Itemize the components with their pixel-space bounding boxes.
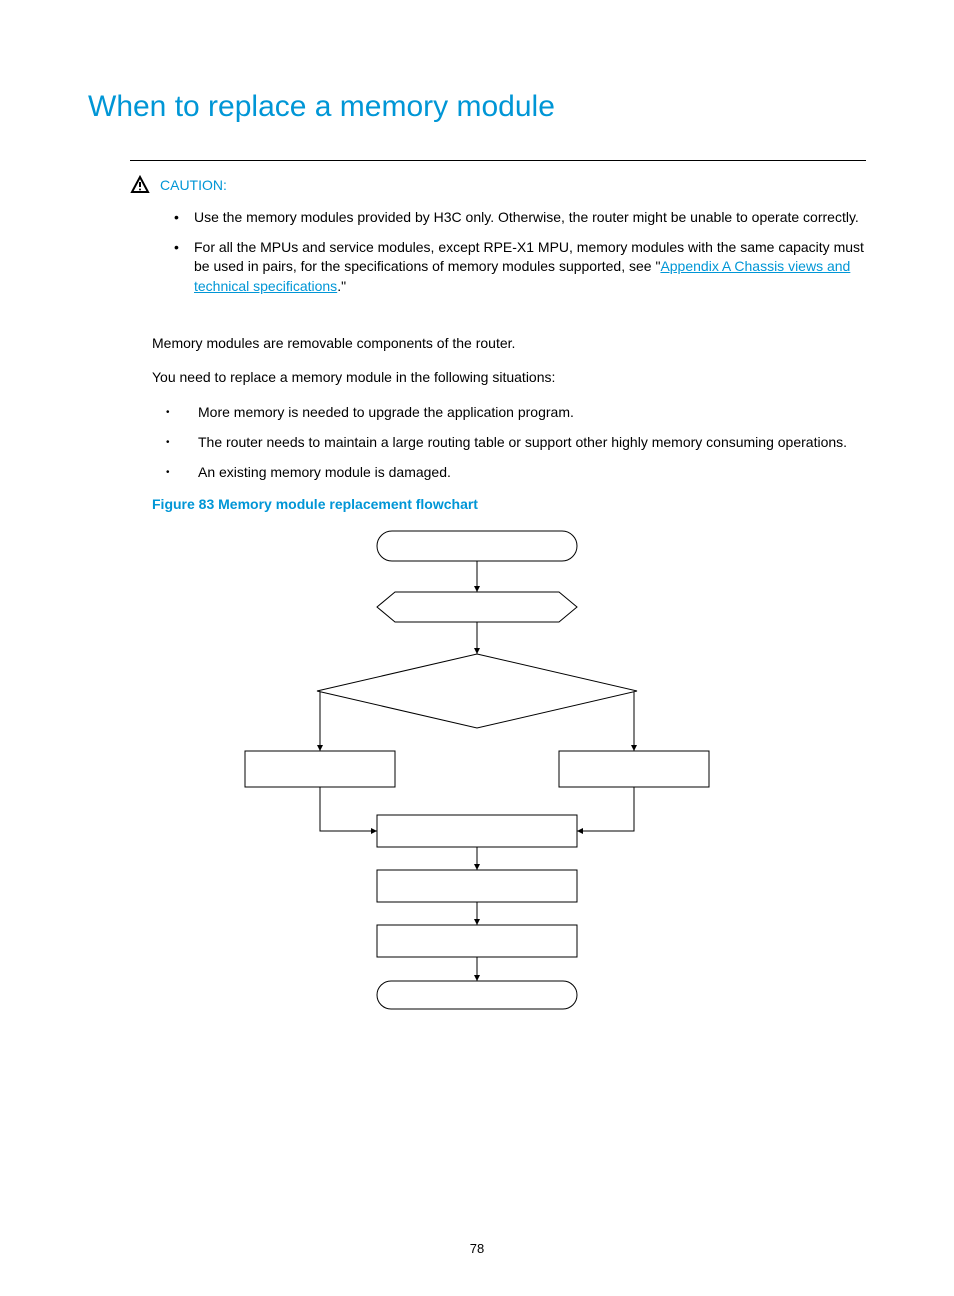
page-title: When to replace a memory module [88, 90, 866, 124]
list-item: More memory is needed to upgrade the app… [152, 402, 866, 422]
list-item: The router needs to maintain a large rou… [152, 432, 866, 452]
flowchart-diagram [217, 526, 737, 1016]
page-number: 78 [0, 1241, 954, 1256]
caution-item: For all the MPUs and service modules, ex… [174, 238, 866, 297]
body-paragraph: Memory modules are removable components … [152, 334, 866, 354]
caution-item: Use the memory modules provided by H3C o… [174, 208, 866, 228]
list-item: An existing memory module is damaged. [152, 462, 866, 482]
caution-triangle-icon [130, 175, 150, 200]
caution-header: CAUTION: [130, 175, 866, 200]
caution-list: Use the memory modules provided by H3C o… [174, 208, 866, 296]
body-list: More memory is needed to upgrade the app… [152, 402, 866, 483]
caution-box: CAUTION: Use the memory modules provided… [130, 160, 866, 314]
body-paragraph: You need to replace a memory module in t… [152, 368, 866, 388]
caution-label: CAUTION: [160, 175, 227, 193]
figure-caption: Figure 83 Memory module replacement flow… [152, 496, 866, 512]
caution-item-suffix: ." [337, 278, 346, 294]
